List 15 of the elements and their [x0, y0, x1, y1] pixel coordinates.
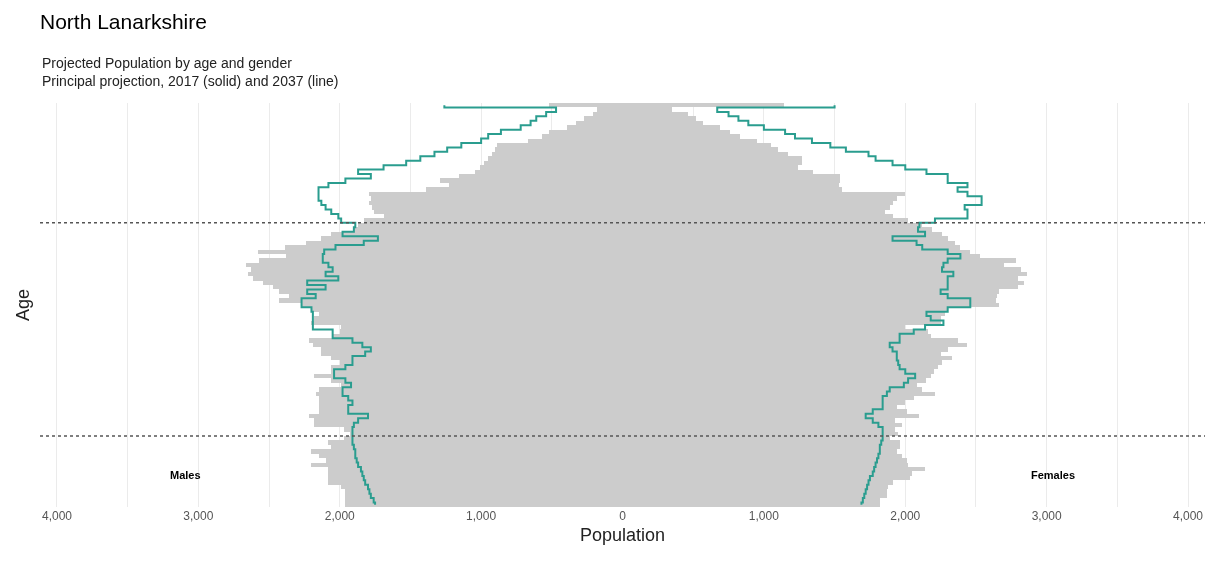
- y-axis-title: Age: [13, 288, 34, 322]
- x-tick-label: 1,000: [466, 509, 497, 523]
- x-tick-label: 1,000: [748, 509, 780, 523]
- x-tick-label: 3,000: [183, 509, 214, 523]
- x-tick-label: 2,000: [324, 509, 356, 523]
- x-tick-label: 2,000: [890, 509, 921, 523]
- x-tick-label: 4,000: [1173, 509, 1204, 523]
- x-tick-label: 4,000: [41, 509, 73, 523]
- chart-subtitle: Projected Population by age and gender Principal projection, 2017 (solid) and 2037 (line): [42, 55, 339, 90]
- x-tick-label: 0: [619, 509, 627, 523]
- annotation: Males: [170, 469, 201, 481]
- chart-title: North Lanarkshire: [40, 9, 207, 33]
- x-tick-label: 3,000: [1031, 509, 1062, 523]
- annotation: Females: [1031, 469, 1076, 481]
- x-axis-title: Population: [579, 525, 666, 546]
